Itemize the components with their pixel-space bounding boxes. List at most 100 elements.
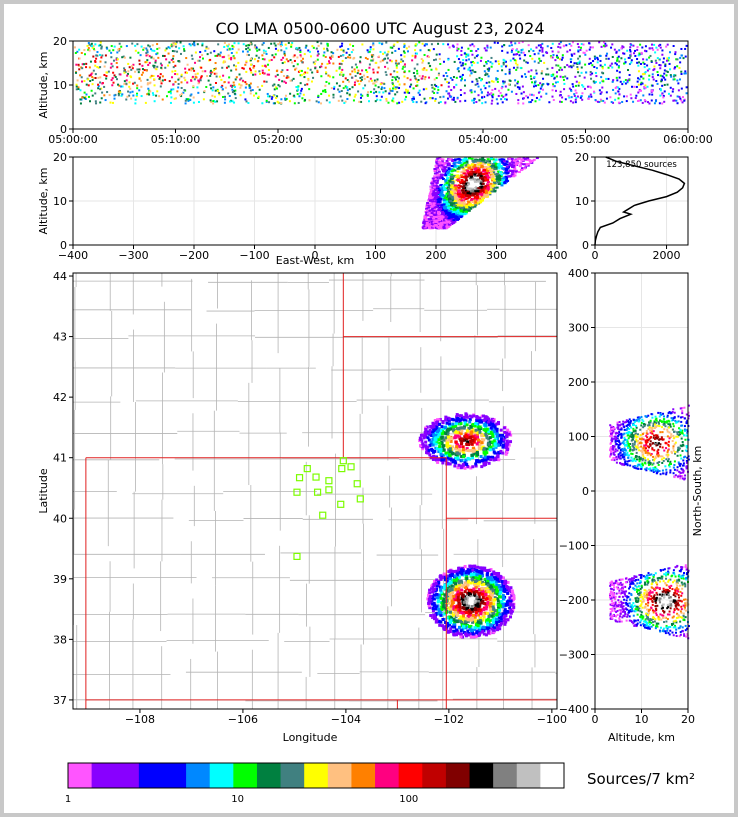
source-pixel [253, 94, 256, 97]
source-pixel [427, 438, 431, 442]
figure-canvas: CO LMA 0500-0600 UTC August 23, 2024 010… [37, 19, 713, 805]
source-pixel [569, 58, 572, 61]
source-pixel [559, 46, 562, 49]
source-pixel [672, 88, 675, 91]
source-pixel [598, 89, 601, 92]
source-pixel [661, 92, 664, 95]
source-pixel [438, 157, 442, 160]
source-pixel [598, 101, 601, 104]
source-pixel [437, 72, 440, 75]
source-pixel [299, 82, 302, 85]
source-pixel [471, 43, 474, 46]
source-pixel [642, 94, 645, 97]
source-pixel [485, 447, 489, 451]
source-pixel [115, 61, 118, 64]
source-pixel [552, 83, 555, 86]
source-pixel [140, 95, 143, 98]
source-pixel [474, 462, 478, 466]
source-pixel [494, 173, 498, 176]
source-pixel [256, 86, 259, 89]
source-pixel [372, 48, 375, 51]
source-pixel [635, 85, 638, 88]
source-pixel [186, 71, 189, 74]
source-pixel [460, 180, 464, 183]
source-pixel [428, 49, 431, 52]
source-pixel [551, 42, 554, 45]
source-pixel [473, 196, 477, 199]
source-pixel [630, 59, 633, 62]
source-pixel [105, 75, 108, 78]
source-pixel [448, 216, 452, 219]
source-pixel [438, 175, 442, 178]
source-pixel [656, 48, 659, 51]
source-pixel [430, 217, 434, 220]
source-pixel [661, 49, 664, 52]
source-pixel [392, 97, 395, 100]
source-pixel [437, 418, 441, 422]
source-pixel [488, 93, 491, 96]
source-pixel [584, 53, 587, 56]
source-pixel [189, 98, 192, 101]
source-pixel [430, 189, 434, 192]
source-pixel [391, 79, 394, 82]
source-pixel [468, 166, 472, 169]
source-pixel [491, 455, 495, 459]
source-pixel [205, 47, 208, 50]
source-pixel [505, 165, 509, 168]
source-pixel [368, 63, 371, 66]
source-pixel [232, 55, 235, 58]
source-pixel [372, 58, 375, 61]
source-pixel [571, 83, 574, 86]
source-pixel [416, 63, 419, 66]
source-pixel [459, 100, 462, 103]
source-pixel [505, 449, 509, 453]
source-pixel [316, 70, 319, 73]
source-pixel [480, 91, 483, 94]
source-pixel [455, 175, 459, 178]
source-pixel [480, 185, 484, 188]
source-pixel [77, 87, 80, 90]
source-pixel [235, 76, 238, 79]
source-pixel [111, 77, 114, 80]
source-pixel [447, 162, 451, 165]
source-pixel [487, 457, 491, 461]
source-pixel [442, 170, 446, 173]
source-pixel [516, 66, 519, 69]
source-pixel [478, 76, 481, 79]
source-pixel [393, 70, 396, 73]
source-pixel [460, 75, 463, 78]
source-pixel [607, 57, 610, 60]
source-pixel [80, 66, 83, 69]
source-pixel [324, 91, 327, 94]
source-pixel [524, 54, 527, 57]
source-pixel [332, 93, 335, 96]
source-pixel [461, 186, 465, 189]
source-pixel [457, 463, 461, 467]
source-pixel [419, 443, 423, 447]
source-pixel [664, 65, 667, 68]
source-pixel [605, 54, 608, 57]
source-pixel [92, 45, 95, 48]
source-pixel [455, 76, 458, 79]
source-pixel [193, 41, 196, 44]
source-pixel [474, 193, 478, 196]
source-pixel [460, 458, 464, 462]
source-pixel [498, 433, 502, 437]
source-pixel [476, 190, 480, 193]
source-pixel [128, 94, 131, 97]
source-pixel [531, 81, 534, 84]
source-pixel [610, 62, 613, 65]
source-pixel [396, 102, 399, 105]
source-pixel [117, 90, 120, 93]
source-pixel [83, 96, 86, 99]
source-pixel [583, 76, 586, 79]
source-pixel [609, 96, 612, 99]
source-pixel [575, 84, 578, 87]
source-pixel [423, 67, 426, 70]
source-pixel [440, 425, 444, 429]
source-pixel [646, 69, 649, 72]
source-pixel [449, 439, 453, 443]
source-pixel [466, 433, 470, 437]
source-pixel [452, 168, 456, 171]
source-pixel [422, 220, 426, 223]
